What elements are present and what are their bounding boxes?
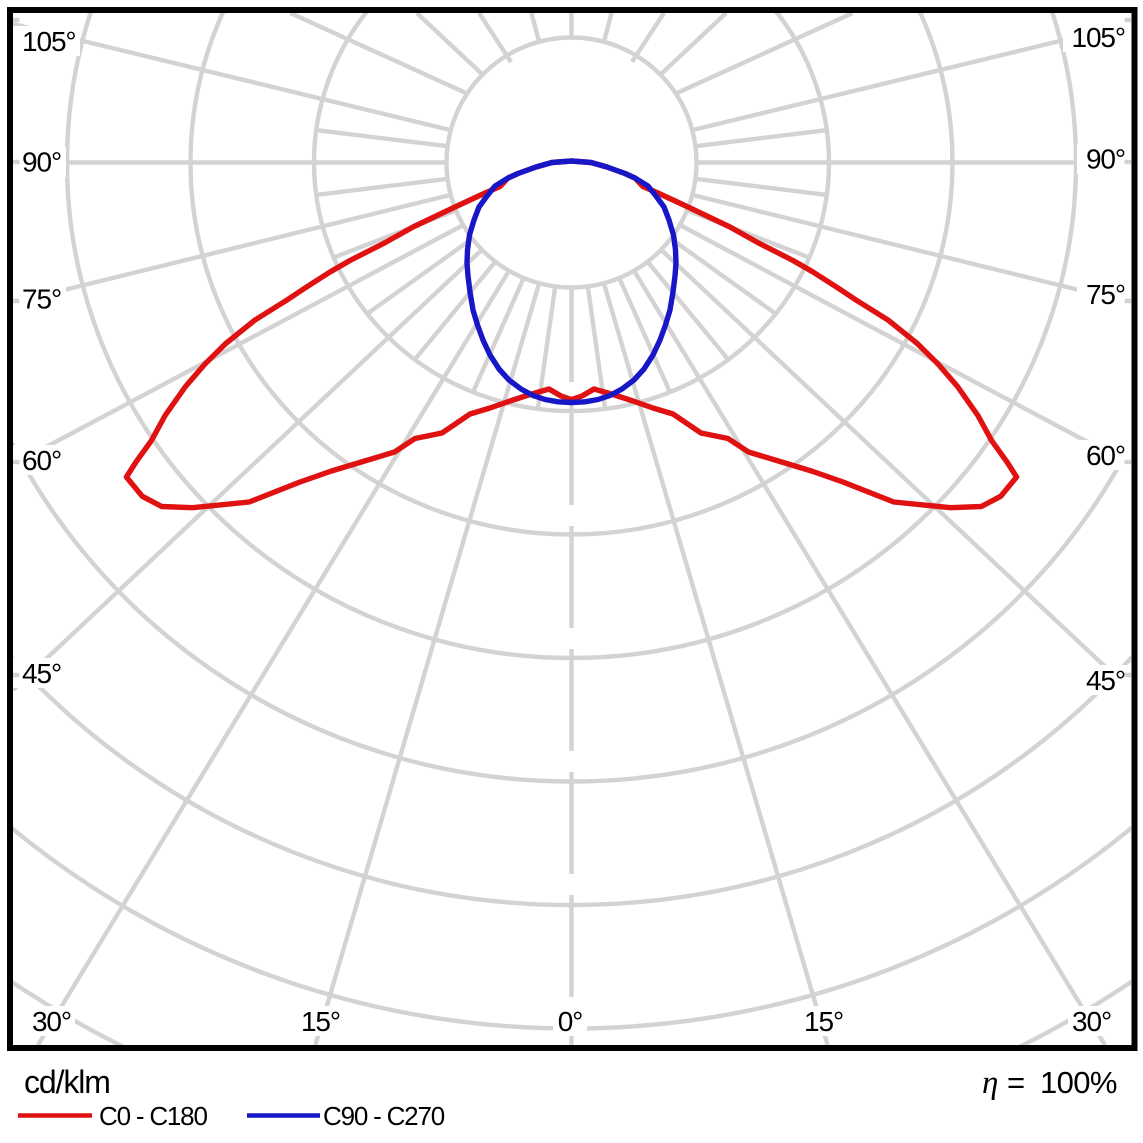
svg-text:cd/klm: cd/klm — [24, 1064, 110, 1100]
svg-text:75°: 75° — [1086, 279, 1125, 310]
svg-text:C0 - C180: C0 - C180 — [99, 1101, 207, 1131]
svg-text:75°: 75° — [22, 284, 61, 315]
svg-text:0°: 0° — [558, 1006, 583, 1037]
svg-text:15°: 15° — [301, 1006, 340, 1037]
svg-text:=: = — [1007, 1065, 1025, 1100]
svg-text:15°: 15° — [804, 1006, 843, 1037]
svg-text:105°: 105° — [1071, 22, 1125, 53]
svg-text:C90 - C270: C90 - C270 — [323, 1101, 445, 1131]
svg-text:45°: 45° — [22, 658, 61, 689]
svg-text:45°: 45° — [1086, 665, 1125, 696]
svg-text:30°: 30° — [1072, 1006, 1111, 1037]
svg-text:30°: 30° — [32, 1006, 71, 1037]
svg-text:η: η — [982, 1065, 998, 1101]
svg-text:105°: 105° — [22, 26, 76, 57]
svg-text:60°: 60° — [22, 445, 61, 476]
svg-text:90°: 90° — [1086, 144, 1125, 175]
svg-text:90°: 90° — [22, 147, 61, 178]
svg-text:100%: 100% — [1040, 1065, 1117, 1100]
svg-text:60°: 60° — [1086, 440, 1125, 471]
